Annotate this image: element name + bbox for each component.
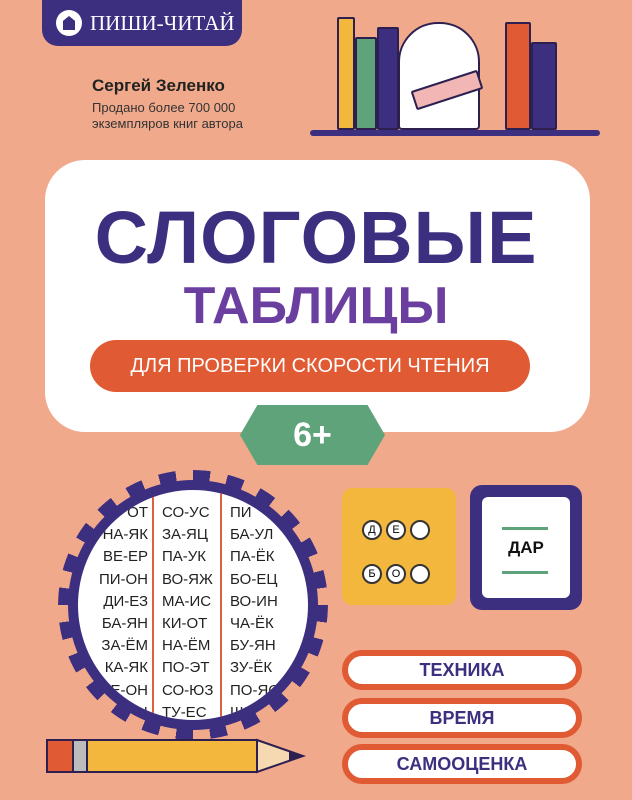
column-divider <box>220 490 222 720</box>
pencil-icon <box>45 738 307 774</box>
syllable-cell: ПИ <box>230 504 252 521</box>
letter-circle: Е <box>386 520 406 540</box>
syllable-cell: Е-ОН <box>110 681 149 699</box>
age-badge: 6+ <box>240 405 385 465</box>
syllable-cell: ЩИ <box>230 703 255 720</box>
syllable-cell: ТУ-ЕС <box>162 703 207 720</box>
book <box>377 27 399 130</box>
syllable-cell: ЯЦ <box>126 703 148 720</box>
shelf <box>310 130 600 136</box>
letter-circle <box>410 520 430 540</box>
publisher-name: ПИШИ-ЧИТАЙ <box>90 10 235 35</box>
syllable-cell: ЗА-ЯЦ <box>162 526 208 544</box>
author-name: Сергей Зеленко <box>92 76 225 95</box>
syllable-cell: МА-ИС <box>162 592 212 610</box>
syllable-card: Д Е Б О <box>342 488 456 605</box>
syllable-cell: СО-УС <box>162 504 210 521</box>
publisher-logo: ПИШИ-ЧИТАЙ <box>42 0 242 46</box>
letter-circle <box>410 564 430 584</box>
book <box>531 42 557 130</box>
syllable-cell: НА-ЁМ <box>162 637 211 655</box>
book <box>355 37 377 130</box>
sales-note: Продано более 700 000 экземпляров книг а… <box>92 100 243 131</box>
syllable-cell: НА-ЯК <box>102 526 148 544</box>
syllable-cell: ДИ-ЕЗ <box>103 592 148 610</box>
syllable-column-3: ПИ БА-УЛ ПА-ЁК БО-ЕЦ ВО-ИН ЧА-ЁК БУ-ЯН ЗУ-ЁК ПО-… <box>230 502 279 720</box>
house-book-icon <box>56 10 82 36</box>
syllable-cell: ПА-ЁК <box>230 548 275 566</box>
book <box>337 17 355 130</box>
syllable-cell: ВЕ-ЕР <box>102 548 148 566</box>
card-word: ДАР <box>508 538 544 557</box>
syllable-cell: ПИ-ОН <box>98 570 148 588</box>
book <box>505 22 531 130</box>
syllable-cell: ЧА-ЁК <box>230 615 274 633</box>
syllable-cell: БО-ЕЦ <box>230 570 278 588</box>
syllable-cell: КИ-ОТ <box>162 615 208 633</box>
title-line-2: ТАБЛИЦЫ <box>183 277 449 335</box>
syllable-cell: БА-УЛ <box>230 526 274 544</box>
syllable-cell: ПО-ЭТ <box>162 659 210 677</box>
syllable-column-1: ОТ НА-ЯК ВЕ-ЕР ПИ-ОН ДИ-ЕЗ БА-ЯН ЗА-ЁМ КА-ЯК Е-О… <box>99 502 148 720</box>
syllable-cell: БА-ЯН <box>101 615 148 633</box>
syllable-cell: ЗУ-ЁК <box>230 659 273 677</box>
tag-technique: ТЕХНИКА <box>342 650 582 690</box>
column-divider <box>152 490 154 720</box>
syllable-column-2: СО-УС ЗА-ЯЦ ПА-УК ВО-ЯЖ МА-ИС КИ-ОТ НА-ЁМ ПО-ЭТ… <box>162 502 213 720</box>
word-card-inner <box>482 497 570 598</box>
syllable-cell: ЗА-ЁМ <box>101 637 148 655</box>
arrow-left-icon <box>502 571 548 574</box>
subtitle-pill: ДЛЯ ПРОВЕРКИ СКОРОСТИ ЧТЕНИЯ <box>90 340 530 392</box>
syllable-cell: КА-ЯК <box>104 659 148 677</box>
syllable-cell: СО-ЮЗ <box>162 681 214 699</box>
syllable-cell: БУ-ЯН <box>230 637 276 655</box>
title-line-1: СЛОГОВЫЕ <box>94 196 538 279</box>
arrow-right-icon <box>502 527 548 530</box>
letter-circle: Д <box>362 520 382 540</box>
syllable-cell: ПА-УК <box>162 548 207 566</box>
syllable-cell: ОТ <box>127 504 148 521</box>
tag-time: ВРЕМЯ <box>342 698 582 738</box>
tag-self-assessment: САМООЦЕНКА <box>342 744 582 784</box>
letter-circle: О <box>386 564 406 584</box>
syllable-cell: ПО-ЯС <box>230 681 280 699</box>
letter-circle: Б <box>362 564 382 584</box>
syllable-cell: ВО-ИН <box>230 592 278 610</box>
syllable-cell: ВО-ЯЖ <box>162 570 213 588</box>
syllable-table: ОТ НА-ЯК ВЕ-ЕР ПИ-ОН ДИ-ЕЗ БА-ЯН ЗА-ЁМ КА-ЯК Е-О… <box>78 490 308 720</box>
